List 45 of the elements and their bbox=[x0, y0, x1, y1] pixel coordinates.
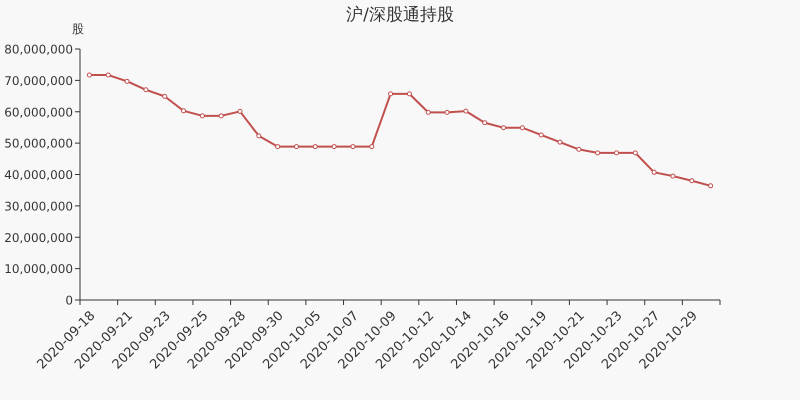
point bbox=[406, 91, 412, 96]
point bbox=[181, 108, 186, 114]
point bbox=[482, 120, 488, 126]
point bbox=[501, 125, 506, 130]
point bbox=[576, 146, 582, 152]
y-tick-label: 20,000,000 bbox=[4, 230, 73, 245]
point bbox=[558, 140, 562, 145]
point bbox=[294, 144, 299, 150]
point bbox=[538, 132, 544, 138]
chart-title: 沪/深股通持股 bbox=[346, 5, 454, 25]
point bbox=[106, 72, 111, 78]
point bbox=[350, 144, 356, 150]
point bbox=[369, 144, 374, 150]
point bbox=[143, 87, 148, 92]
y-tick-label: 80,000,000 bbox=[4, 42, 73, 56]
y-tick-label: 40,000,000 bbox=[4, 168, 73, 182]
point bbox=[275, 144, 280, 150]
point bbox=[86, 72, 92, 78]
point bbox=[708, 183, 714, 188]
point bbox=[218, 113, 224, 118]
point bbox=[200, 113, 205, 118]
point bbox=[332, 144, 337, 150]
y-tick-label: 0 bbox=[65, 294, 73, 308]
y-axis-title: 股 bbox=[72, 22, 84, 36]
point bbox=[689, 178, 694, 184]
point bbox=[632, 150, 638, 156]
point bbox=[614, 150, 619, 156]
y-tick-label: 10,000,000 bbox=[4, 262, 73, 276]
point bbox=[124, 78, 130, 84]
y-tick-label: 50,000,000 bbox=[4, 136, 73, 151]
point bbox=[444, 110, 450, 115]
y-tick-label: 60,000,000 bbox=[4, 105, 73, 120]
point bbox=[256, 133, 262, 138]
point bbox=[595, 150, 600, 156]
point bbox=[652, 170, 657, 175]
point bbox=[162, 94, 168, 99]
y-tick-label: 30,000,000 bbox=[4, 199, 73, 214]
y-tick-label: 70,000,000 bbox=[4, 74, 73, 88]
point bbox=[520, 125, 525, 130]
point bbox=[388, 91, 394, 96]
point bbox=[463, 108, 468, 114]
point bbox=[312, 144, 318, 150]
point bbox=[426, 110, 431, 115]
point bbox=[670, 174, 676, 179]
point bbox=[238, 108, 242, 114]
